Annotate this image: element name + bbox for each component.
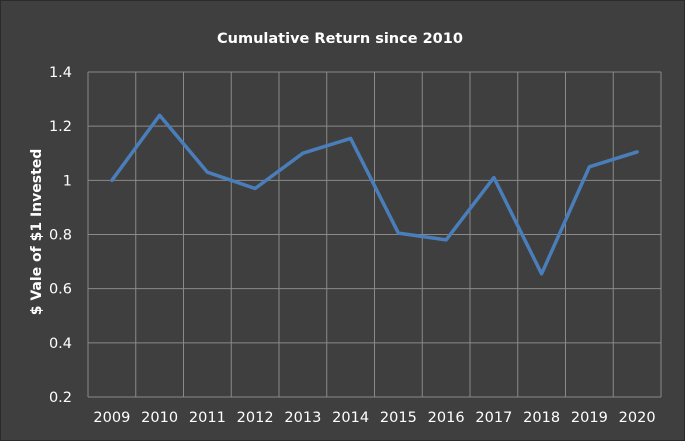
series-layer [110,113,639,276]
y-tick-label: 1.4 [49,65,72,81]
x-tick-label: 2013 [284,410,321,426]
x-tick-label: 2019 [571,410,608,426]
chart-title: Cumulative Return since 2010 [217,31,463,47]
x-tick-label: 2009 [93,410,130,426]
x-tick-label: 2014 [332,410,369,426]
x-tick-label: 2016 [428,410,465,426]
x-tick-label: 2018 [523,410,560,426]
series-line [110,113,639,276]
y-tick-label: 0.8 [49,228,72,244]
x-tick-label: 2010 [141,410,178,426]
x-tick-label: 2012 [237,410,274,426]
x-tick-label: 2011 [189,410,226,426]
y-tick-label: 0.4 [49,336,72,352]
y-tick-label: 0.6 [49,282,72,298]
x-tick-label: 2020 [619,410,656,426]
grid [87,71,662,398]
y-axis-ticks: 0.2 0.4 0.6 0.8 1 1.2 1.4 [49,65,72,406]
y-tick-label: 0.2 [49,390,72,406]
y-tick-label: 1.2 [49,119,72,135]
x-tick-label: 2017 [475,410,512,426]
y-tick-label: 1 [63,173,72,189]
x-axis-ticks: 2009 2010 2011 2012 2013 2014 2015 2016 2017 2018… [93,410,655,426]
y-axis-label: $ Vale of $1 Invested [29,149,45,316]
x-tick-label: 2015 [380,410,417,426]
